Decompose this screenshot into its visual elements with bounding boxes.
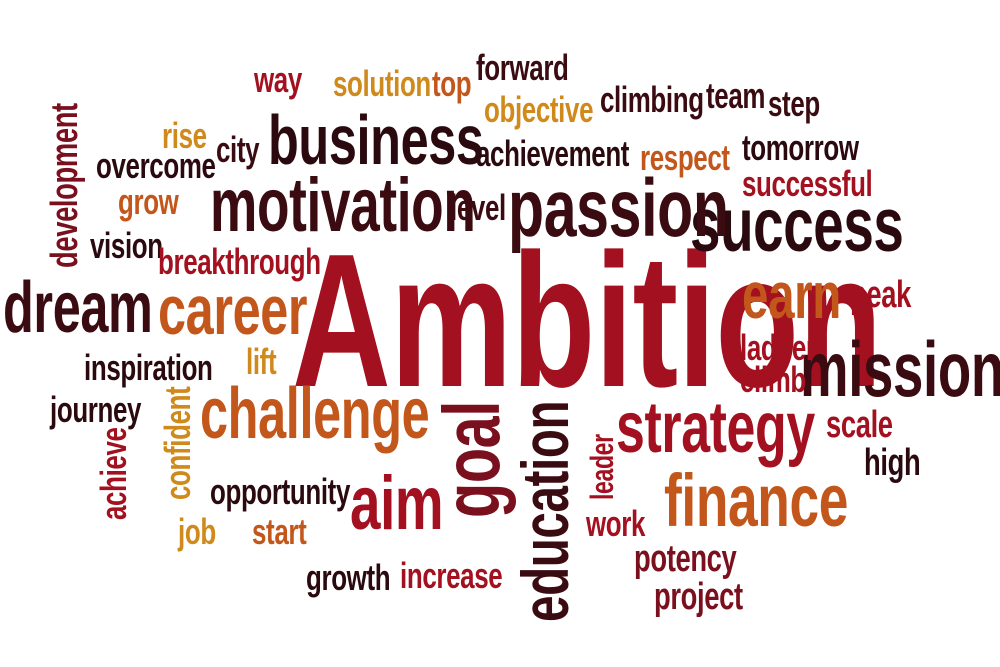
word-achievement: achievement [476,133,630,174]
word-career: career [158,271,308,349]
word-rise: rise [162,115,207,156]
word-lift: lift [246,341,277,382]
word-team: team [706,75,766,116]
word-objective: objective [484,89,594,130]
word-scale: scale [826,404,893,446]
word-mission: mission [800,325,1000,413]
word-high: high [864,442,921,484]
word-dream: dream [3,268,153,348]
word-forward: forward [476,47,569,88]
word-work: work [586,503,646,544]
word-development: development [44,103,86,268]
word-strategy: strategy [616,388,815,468]
word-ladder: ladder [740,327,816,368]
word-ambition: Ambition [292,215,882,427]
word-achieve: achieve [93,427,134,520]
word-level: level [450,187,506,228]
word-business: business [268,101,484,179]
word-inspiration: inspiration [84,347,213,388]
word-peak: peak [850,274,911,316]
word-opportunity: opportunity [210,471,351,512]
word-finance: finance [664,459,849,542]
word-motivation: motivation [210,163,476,248]
word-growth: growth [306,557,391,598]
word-respect: respect [640,137,730,178]
word-overcome: overcome [96,145,216,186]
word-way: way [254,59,302,100]
word-education: education [508,400,582,622]
word-successful: successful [742,163,873,204]
word-goal: goal [427,401,516,518]
word-passion: passion [508,163,729,254]
word-top: top [432,63,472,104]
word-climb: climb [740,359,806,400]
word-vision: vision [90,225,163,266]
word-project: project [654,576,743,618]
word-step: step [768,83,820,124]
word-leader: leader [584,434,620,500]
word-challenge: challenge [200,374,430,454]
word-breakthrough: breakthrough [158,241,321,282]
word-solution: solution [333,63,431,104]
word-tomorrow: tomorrow [742,127,859,168]
word-grow: grow [118,181,179,222]
word-potency: potency [634,538,737,580]
word-climbing: climbing [600,79,704,120]
word-journey: journey [50,389,142,430]
word-earn: earn [742,258,841,332]
word-increase: increase [400,555,503,596]
word-success: success [690,183,904,268]
word-start: start [252,511,307,552]
word-aim: aim [350,461,444,546]
word-city: city [216,129,260,170]
word-job: job [178,511,216,552]
word-confident: confident [157,386,198,500]
